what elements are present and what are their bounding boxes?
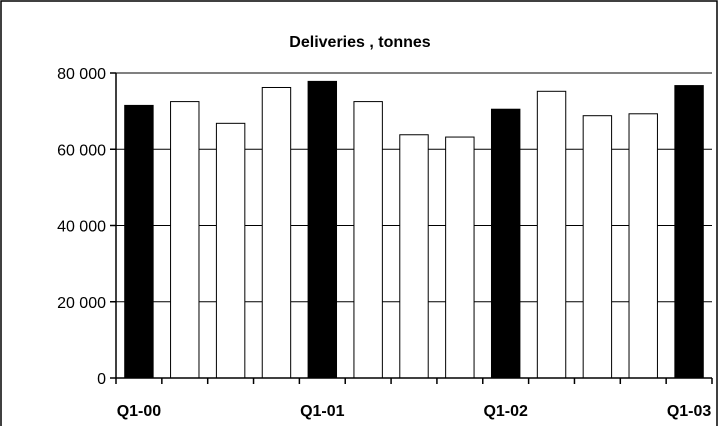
bar — [399, 134, 429, 379]
y-tick-label: 60 000 — [57, 142, 106, 159]
y-tick-label: 80 000 — [57, 66, 106, 83]
y-tick-label: 40 000 — [57, 219, 106, 236]
bar — [353, 101, 383, 379]
chart-title: Deliveries , tonnes — [289, 34, 430, 51]
bar — [490, 108, 521, 379]
bar — [124, 104, 154, 379]
y-tick-label: 20 000 — [57, 295, 106, 312]
bar — [582, 115, 613, 379]
bar — [261, 86, 292, 379]
bar-layer — [124, 80, 704, 379]
x-tick-label: Q1-01 — [300, 403, 345, 420]
x-tick-label: Q1-00 — [117, 403, 162, 420]
bar — [170, 101, 200, 379]
bar — [674, 85, 704, 379]
bar — [628, 113, 658, 379]
axis-layer: 0 20 000 40 000 60 000 80 000 Q1-00 Q1-01 Q1-02… — [57, 66, 713, 420]
x-tick-label: Q1-03 — [667, 403, 712, 420]
bar — [307, 80, 338, 379]
bar — [445, 136, 475, 379]
x-tick-label: Q1-02 — [483, 403, 528, 420]
y-tick-label: 0 — [97, 371, 106, 388]
bar — [215, 122, 246, 379]
bar — [536, 90, 567, 379]
